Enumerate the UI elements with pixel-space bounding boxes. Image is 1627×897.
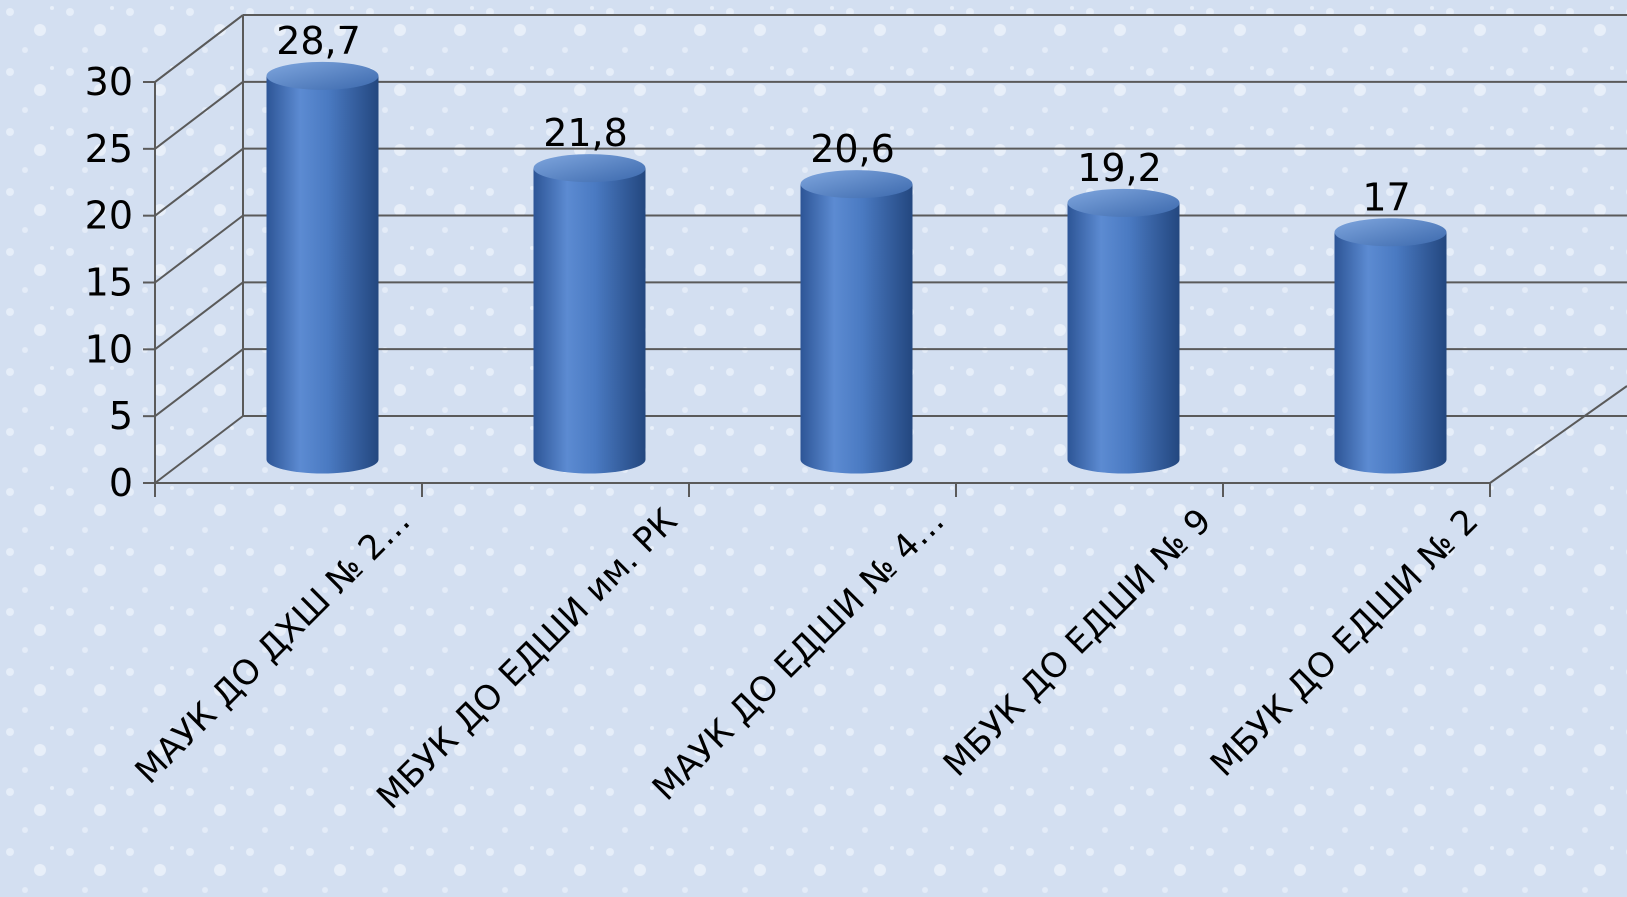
gridline-wall: [154, 214, 244, 284]
y-tick-label: 5: [109, 394, 133, 438]
bar-cap: [533, 154, 646, 183]
bar-cap: [800, 170, 913, 199]
bar-body: [1067, 202, 1180, 474]
gridline-wall: [154, 81, 244, 150]
y-tick-label: 20: [85, 194, 133, 238]
y-tick-label: 0: [109, 461, 133, 505]
bar-cap: [1334, 218, 1447, 247]
bar-body: [266, 75, 379, 474]
bar-body: [800, 184, 913, 474]
bar-cap: [266, 61, 379, 90]
gridline-wall: [154, 147, 244, 217]
bar: [800, 170, 913, 474]
bar-body: [1334, 232, 1447, 474]
y-tick-label: 25: [85, 127, 133, 171]
floor-right-edge: [1489, 385, 1627, 484]
data-label: 20,6: [810, 127, 895, 171]
data-label: 28,7: [276, 19, 361, 63]
y-tick-label: 15: [85, 261, 133, 305]
data-labels: 28,7 21,8 20,6 19,2 17: [276, 19, 1410, 219]
y-tick-labels: 0 5 10 15 20 25 30: [85, 60, 133, 505]
gridline-wall-top: [154, 14, 244, 83]
y-tick-label: 10: [85, 327, 133, 371]
bar-body: [533, 168, 646, 474]
bar: [266, 61, 379, 474]
bar: [1067, 188, 1180, 474]
bar: [1334, 218, 1447, 474]
bars: [266, 61, 1447, 474]
floor-left-edge: [154, 415, 244, 484]
gridline-wall: [154, 348, 244, 417]
data-label: 17: [1362, 175, 1410, 219]
bar-cap: [1067, 188, 1180, 217]
bar: [533, 154, 646, 474]
data-label: 21,8: [543, 111, 628, 155]
y-tick-label: 30: [85, 60, 133, 104]
gridlines: [154, 14, 1627, 417]
data-label: 19,2: [1077, 146, 1162, 190]
gridline-wall: [154, 281, 244, 351]
